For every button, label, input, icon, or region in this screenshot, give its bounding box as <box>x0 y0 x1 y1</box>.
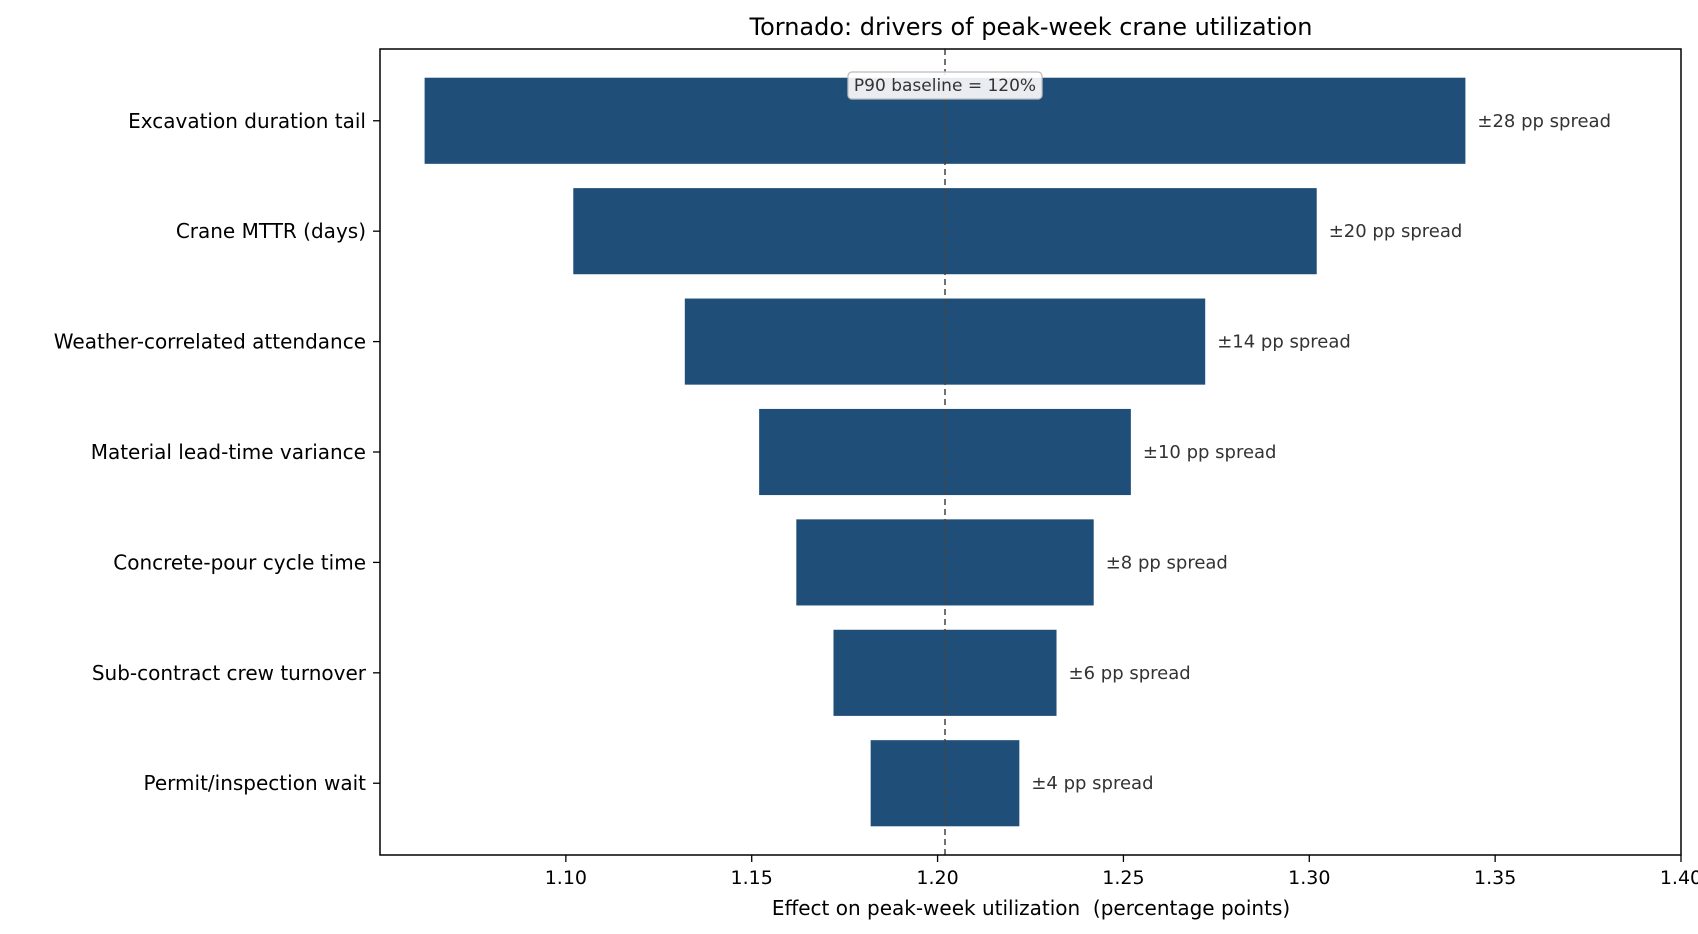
spread-labels: ±28 pp spread ±20 pp spread ±14 pp spread ±… <box>1031 111 1611 794</box>
y-tick-label: Weather-correlated attendance <box>54 330 366 354</box>
chart-title: Tornado: drivers of peak-week crane util… <box>749 13 1313 41</box>
x-axis-label: Effect on peak-week utilization (percent… <box>772 896 1290 920</box>
spread-label: ±10 pp spread <box>1143 442 1277 463</box>
x-tick-label: 1.35 <box>1474 867 1516 889</box>
y-tick-label: Concrete-pour cycle time <box>113 550 366 574</box>
spread-label: ±6 pp spread <box>1069 663 1191 684</box>
baseline-label: P90 baseline = 120% <box>854 76 1036 96</box>
x-axis: 1.10 1.15 1.20 1.25 1.30 1.35 1.40 <box>545 855 1698 889</box>
y-tick-label: Crane MTTR (days) <box>176 219 366 243</box>
baseline-label-box <box>847 71 1043 100</box>
x-tick-label: 1.20 <box>916 867 958 889</box>
spread-label: ±4 pp spread <box>1031 773 1153 794</box>
spread-label: ±8 pp spread <box>1106 552 1228 573</box>
spread-label: ±14 pp spread <box>1217 332 1351 353</box>
y-tick-label: Material lead-time variance <box>91 440 366 464</box>
y-tick-label: Permit/inspection wait <box>144 771 367 795</box>
x-tick-label: 1.30 <box>1288 867 1330 889</box>
spread-label: ±20 pp spread <box>1329 221 1463 242</box>
y-axis: Excavation duration tail Crane MTTR (days… <box>54 109 380 795</box>
y-tick-label: Excavation duration tail <box>128 109 366 133</box>
x-tick-label: 1.15 <box>731 867 773 889</box>
x-tick-label: 1.40 <box>1660 867 1698 889</box>
x-tick-label: 1.10 <box>545 867 587 889</box>
x-tick-label: 1.25 <box>1102 867 1144 889</box>
y-tick-label: Sub-contract crew turnover <box>92 661 367 685</box>
spread-label: ±28 pp spread <box>1477 111 1611 132</box>
baseline-group: P90 baseline = 120% <box>847 49 1043 855</box>
